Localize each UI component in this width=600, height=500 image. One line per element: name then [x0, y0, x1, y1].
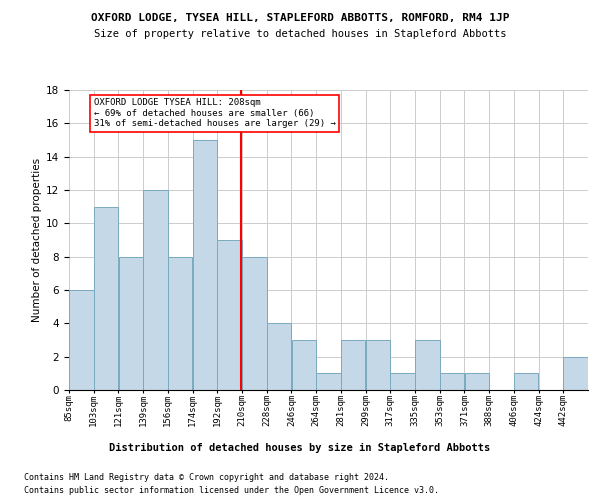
Bar — [94, 206, 118, 390]
Bar — [391, 374, 415, 390]
Bar — [69, 290, 94, 390]
Bar — [242, 256, 266, 390]
Bar — [366, 340, 390, 390]
Bar — [341, 340, 365, 390]
Text: Contains HM Land Registry data © Crown copyright and database right 2024.: Contains HM Land Registry data © Crown c… — [24, 472, 389, 482]
Bar — [563, 356, 588, 390]
Bar — [316, 374, 341, 390]
Text: Size of property relative to detached houses in Stapleford Abbotts: Size of property relative to detached ho… — [94, 29, 506, 39]
Bar — [119, 256, 143, 390]
Bar — [464, 374, 489, 390]
Text: OXFORD LODGE TYSEA HILL: 208sqm
← 69% of detached houses are smaller (66)
31% of: OXFORD LODGE TYSEA HILL: 208sqm ← 69% of… — [94, 98, 335, 128]
Bar — [440, 374, 464, 390]
Bar — [143, 190, 167, 390]
Bar — [193, 140, 217, 390]
Bar — [168, 256, 193, 390]
Y-axis label: Number of detached properties: Number of detached properties — [32, 158, 42, 322]
Text: Distribution of detached houses by size in Stapleford Abbotts: Distribution of detached houses by size … — [109, 442, 491, 452]
Bar — [292, 340, 316, 390]
Bar — [267, 324, 291, 390]
Bar — [514, 374, 538, 390]
Text: Contains public sector information licensed under the Open Government Licence v3: Contains public sector information licen… — [24, 486, 439, 495]
Bar — [415, 340, 440, 390]
Bar — [217, 240, 242, 390]
Text: OXFORD LODGE, TYSEA HILL, STAPLEFORD ABBOTTS, ROMFORD, RM4 1JP: OXFORD LODGE, TYSEA HILL, STAPLEFORD ABB… — [91, 12, 509, 22]
